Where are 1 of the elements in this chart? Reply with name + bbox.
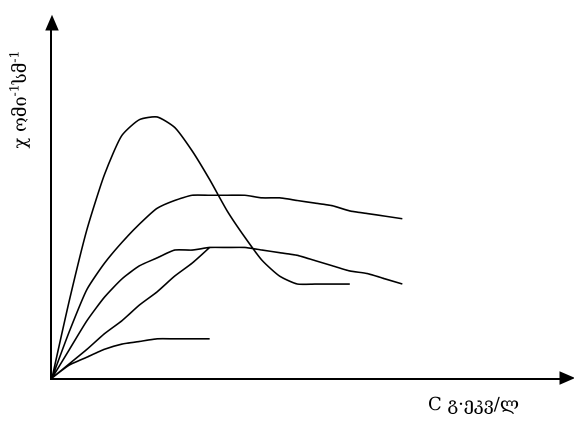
x-axis-title: C გ·ეკვ/ლ [428, 394, 520, 415]
